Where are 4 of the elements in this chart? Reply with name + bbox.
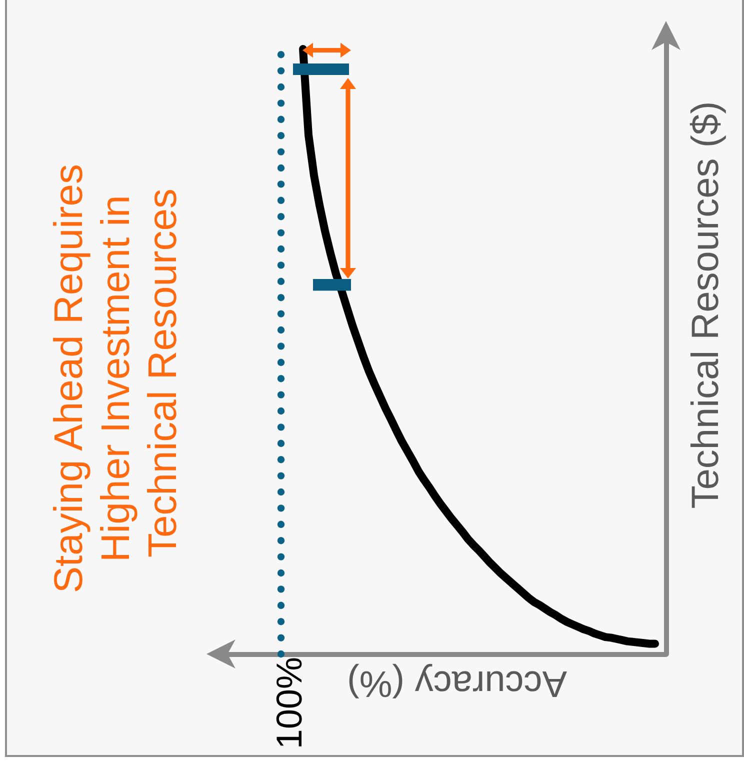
y-axis-title: Technical Resources ($) — [685, 101, 727, 509]
text: Staying Ahead Requires Higher Investment in Technical Resources — [47, 152, 185, 594]
text: 100% — [268, 657, 310, 750]
x-axis-title: Accuracy (%) — [347, 664, 567, 704]
